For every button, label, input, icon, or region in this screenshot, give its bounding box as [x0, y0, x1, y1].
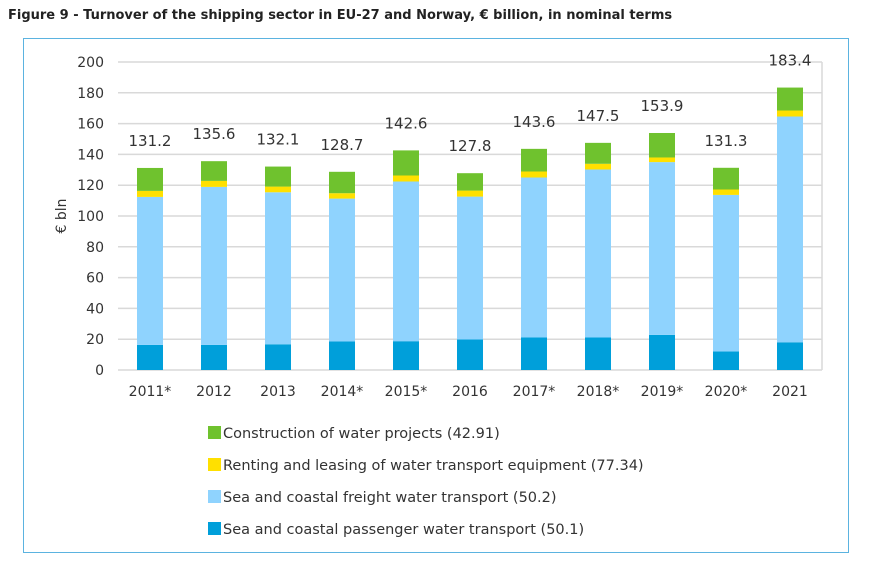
total-data-label: 142.6 [385, 114, 428, 132]
bar-segment [393, 175, 419, 182]
bar-segment [649, 334, 675, 370]
y-tick-label: 120 [77, 178, 104, 194]
bar-segment [201, 161, 227, 181]
y-axis-label: € bln [54, 198, 70, 233]
bar-segment [457, 173, 483, 191]
bar-segment [329, 171, 355, 194]
y-tick-label: 40 [86, 301, 104, 317]
bar-segment [393, 181, 419, 342]
total-data-label: 147.5 [577, 107, 620, 125]
legend-swatch [208, 522, 221, 535]
bar-segment [585, 337, 611, 370]
bar-segment [521, 177, 547, 338]
figure-title: Figure 9 - Turnover of the shipping sect… [8, 8, 673, 23]
total-data-label: 183.4 [769, 52, 812, 70]
y-tick-label: 100 [77, 209, 104, 225]
x-tick-label: 2019* [641, 384, 684, 400]
bar-segment [713, 167, 739, 190]
x-tick-label: 2021 [772, 384, 808, 400]
bar-segment [585, 142, 611, 164]
x-tick-label: 2016 [452, 384, 488, 400]
y-tick-label: 20 [86, 332, 104, 348]
bar-segment [137, 196, 163, 345]
bar-segment [457, 339, 483, 370]
bar-segment [777, 110, 803, 117]
bar-segment [393, 341, 419, 370]
bar-segment [137, 190, 163, 197]
y-tick-label: 200 [77, 55, 104, 71]
bar-segment [329, 341, 355, 370]
total-data-label: 128.7 [321, 136, 364, 154]
legend-swatch [208, 490, 221, 503]
bar-segment [521, 148, 547, 172]
y-tick-label: 140 [77, 147, 104, 163]
bar-segment [457, 196, 483, 340]
bar-segment [329, 198, 355, 342]
legend-label: Renting and leasing of water transport e… [223, 458, 644, 474]
y-tick-label: 0 [95, 363, 104, 379]
total-data-label: 143.6 [513, 113, 556, 131]
bar-segment [265, 166, 291, 187]
x-tick-label: 2013 [260, 384, 296, 400]
x-tick-label: 2020* [705, 384, 748, 400]
bar-segment [713, 351, 739, 370]
bar-segment [457, 190, 483, 197]
bar-segment [137, 167, 163, 191]
bar-segment [649, 157, 675, 163]
legend-label: Sea and coastal freight water transport … [223, 490, 557, 506]
bar-segment [329, 193, 355, 199]
bar-segment [521, 337, 547, 370]
bar-segment [777, 342, 803, 370]
bar-segment [201, 344, 227, 370]
bar-segment [777, 116, 803, 343]
bar-segment [713, 194, 739, 352]
legend-swatch [208, 458, 221, 471]
y-tick-label: 160 [77, 117, 104, 133]
bar-segment [265, 344, 291, 370]
x-tick-label: 2017* [513, 384, 556, 400]
x-tick-label: 2014* [321, 384, 364, 400]
legend-swatch [208, 426, 221, 439]
total-data-label: 132.1 [257, 131, 300, 149]
bar-segment [265, 192, 291, 345]
bar-segment [649, 132, 675, 158]
bar-segment [777, 87, 803, 111]
total-data-label: 127.8 [449, 137, 492, 155]
bar-segment [585, 163, 611, 170]
y-tick-label: 80 [86, 240, 104, 256]
y-tick-label: 60 [86, 271, 104, 287]
legend-label: Sea and coastal passenger water transpor… [223, 522, 584, 538]
total-data-label: 135.6 [193, 125, 236, 143]
bar-segment [521, 171, 547, 178]
total-data-label: 131.3 [705, 132, 748, 150]
x-tick-label: 2015* [385, 384, 428, 400]
chart-frame [23, 38, 849, 553]
legend-label: Construction of water projects (42.91) [223, 426, 500, 442]
bar-segment [585, 169, 611, 338]
bar-segment [713, 189, 739, 195]
x-tick-label: 2012 [196, 384, 232, 400]
x-tick-label: 2018* [577, 384, 620, 400]
total-data-label: 131.2 [129, 132, 172, 150]
bar-segment [201, 180, 227, 187]
bar-segment [137, 344, 163, 370]
total-data-label: 153.9 [641, 97, 684, 115]
bar-segment [265, 186, 291, 193]
bar-segment [201, 186, 227, 345]
bar-segment [649, 162, 675, 335]
x-tick-label: 2011* [129, 384, 172, 400]
y-tick-label: 180 [77, 86, 104, 102]
bar-segment [393, 150, 419, 176]
